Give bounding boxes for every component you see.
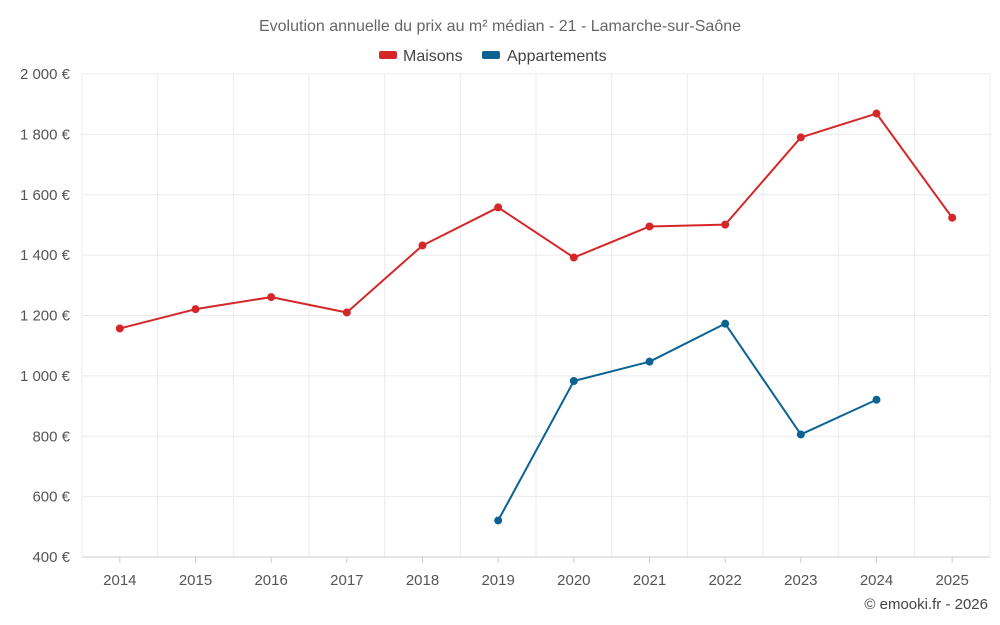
y-tick-label: 2 000 € <box>20 66 71 83</box>
legend-swatch-appartements <box>482 51 500 59</box>
legend-swatch-maisons <box>379 51 397 59</box>
data-point-appartements[interactable] <box>494 516 503 525</box>
legend: Maisons Appartements <box>379 48 607 65</box>
data-point-appartements[interactable] <box>721 319 730 328</box>
x-tick-label: 2014 <box>103 572 136 589</box>
y-tick-label: 1 400 € <box>20 247 71 264</box>
chart-title: Evolution annuelle du prix au m² médian … <box>259 18 741 35</box>
data-point-maisons[interactable] <box>342 308 351 317</box>
data-point-appartements[interactable] <box>796 430 805 439</box>
x-tick-label: 2024 <box>860 572 893 589</box>
series-line-maisons <box>119 112 953 330</box>
x-axis: 2014 2015 2016 2017 2018 2019 2020 2021 2022 2023… <box>82 556 990 589</box>
data-point-maisons[interactable] <box>418 241 427 250</box>
credit: © emooki.fr - 2026 <box>864 596 988 613</box>
y-axis: 400 € 600 € 800 € 1 000 € 1 200 € 1 400 € 1 60… <box>20 66 71 566</box>
legend-label-appartements[interactable]: Appartements <box>507 48 607 65</box>
y-tick-label: 600 € <box>32 489 70 506</box>
data-point-maisons[interactable] <box>872 109 881 118</box>
x-tick-label: 2023 <box>784 572 817 589</box>
series-maisons <box>115 109 957 333</box>
y-tick-label: 400 € <box>32 549 70 566</box>
data-point-maisons[interactable] <box>191 305 200 314</box>
y-tick-label: 800 € <box>32 428 70 445</box>
grid <box>81 73 991 557</box>
y-tick-label: 1 200 € <box>20 308 71 325</box>
x-tick-label: 2018 <box>406 572 439 589</box>
data-point-appartements[interactable] <box>645 357 654 366</box>
data-point-appartements[interactable] <box>872 395 881 404</box>
y-tick-label: 1 800 € <box>20 126 71 143</box>
x-tick-label: 2017 <box>330 572 363 589</box>
data-point-appartements[interactable] <box>569 377 578 386</box>
x-tick-label: 2020 <box>557 572 590 589</box>
series <box>115 109 957 525</box>
data-point-maisons[interactable] <box>721 220 730 229</box>
data-point-maisons[interactable] <box>267 293 276 302</box>
data-point-maisons[interactable] <box>494 203 503 212</box>
data-point-maisons[interactable] <box>796 133 805 142</box>
data-point-maisons[interactable] <box>645 222 654 231</box>
x-tick-label: 2019 <box>481 572 514 589</box>
series-line-appartements <box>497 322 877 521</box>
series-appartements <box>494 319 881 525</box>
x-tick-label: 2021 <box>633 572 666 589</box>
data-point-maisons[interactable] <box>569 253 578 262</box>
x-tick-label: 2025 <box>935 572 968 589</box>
y-tick-label: 1 000 € <box>20 368 71 385</box>
x-tick-label: 2015 <box>179 572 212 589</box>
data-point-maisons[interactable] <box>948 213 957 222</box>
y-tick-label: 1 600 € <box>20 187 71 204</box>
legend-label-maisons[interactable]: Maisons <box>403 48 463 65</box>
data-point-maisons[interactable] <box>115 324 124 333</box>
x-tick-label: 2022 <box>708 572 741 589</box>
x-tick-label: 2016 <box>254 572 287 589</box>
